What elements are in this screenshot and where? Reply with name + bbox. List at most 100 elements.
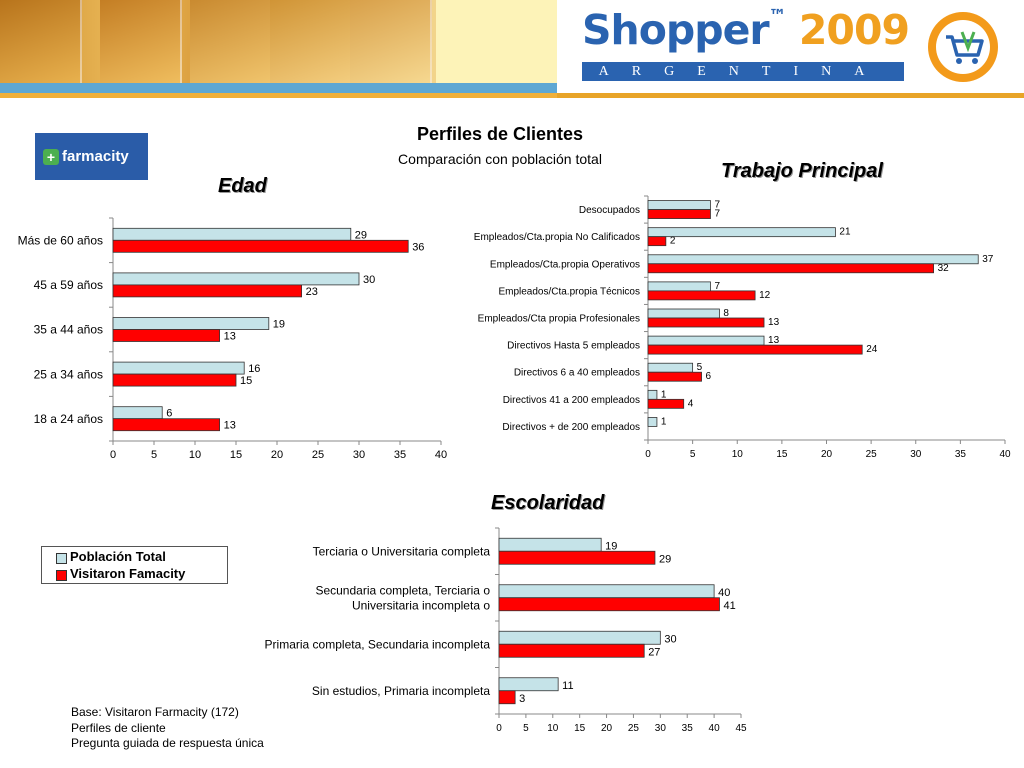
chart-x-tick-label: 35: [682, 723, 694, 734]
chart-title-escolaridad: Escolaridad: [491, 492, 605, 514]
legend-label-total: Población Total: [70, 549, 166, 564]
chart-category-label: Más de 60 años: [18, 234, 103, 248]
chart-data-label: 23: [306, 286, 318, 298]
chart-data-label: 41: [723, 600, 735, 612]
chart-bar: [112, 329, 220, 342]
page-title: Perfiles de Clientes: [416, 124, 584, 144]
chart-x-tick-label: 30: [353, 449, 365, 461]
chart-bar: [498, 537, 602, 552]
chart-x-tick-label: 5: [151, 449, 157, 461]
chart-category-label: Directivos + de 200 empleados: [502, 422, 640, 433]
chart-data-label: 7: [714, 281, 720, 292]
chart-legend: Población Total Visitaron Famacity: [41, 546, 228, 584]
chart-bar: [498, 690, 516, 705]
shopping-cart-icon: [926, 10, 1000, 84]
chart-category-label: Sin estudios, Primaria incompleta: [312, 684, 490, 698]
chart-bar: [112, 272, 360, 286]
note-line: Base: Visitaron Farmacity (172): [71, 705, 239, 719]
chart-data-label: 13: [768, 317, 780, 328]
chart-x-tick-label: 15: [776, 449, 788, 460]
banner-photo-panel: [100, 0, 182, 83]
chart-bar: [647, 290, 756, 301]
header-orange-stripe: [0, 93, 557, 98]
chart-data-label: 40: [718, 587, 730, 599]
chart-bar: [112, 361, 245, 375]
farmacity-logo-text: farmacity: [62, 148, 129, 165]
chart-bar: [647, 200, 711, 210]
chart-category-label: Directivos Hasta 5 empleados: [507, 341, 640, 352]
chart-data-label: 15: [240, 375, 252, 387]
chart-bar: [647, 254, 979, 265]
chart-category-label: Empleados/Cta.propia Técnicos: [498, 286, 640, 297]
chart-bar: [498, 584, 715, 599]
chart-x-tick-label: 0: [645, 449, 651, 460]
chart-x-tick-label: 15: [574, 723, 586, 734]
chart-bar: [112, 227, 352, 241]
chart-data-label: 11: [562, 680, 573, 692]
chart-data-label: 7: [714, 209, 720, 220]
chart-data-label: 8: [723, 308, 729, 319]
chart-x-tick-label: 35: [955, 449, 967, 460]
chart-x-tick-label: 25: [866, 449, 878, 460]
chart-x-tick-label: 15: [230, 449, 242, 461]
legend-item-visit: Visitaron Famacity: [56, 566, 186, 581]
chart-category-label: Universitaria incompleta o: [352, 598, 490, 612]
chart-x-tick-label: 10: [189, 449, 201, 461]
chart-data-label: 21: [839, 227, 851, 238]
brand-tm: ™: [768, 6, 787, 27]
legend-label-visit: Visitaron Famacity: [70, 566, 186, 581]
chart-data-label: 6: [706, 371, 712, 382]
brand-year: 2009: [798, 6, 910, 54]
brand-country: ARGENTINA: [582, 62, 904, 81]
banner-photo-panel: [0, 0, 82, 83]
chart-bar: [647, 308, 720, 319]
chart-data-label: 5: [697, 362, 703, 373]
chart-bar: [647, 398, 685, 409]
chart-bar: [498, 597, 720, 612]
chart-data-label: 29: [659, 553, 671, 565]
chart-bar: [647, 335, 765, 346]
chart-category-label: 18 a 24 años: [34, 412, 103, 426]
chart-x-tick-label: 35: [394, 449, 406, 461]
chart-bar: [647, 227, 836, 238]
chart-category-label: 45 a 59 años: [34, 278, 103, 292]
chart-x-tick-label: 30: [655, 723, 667, 734]
chart-title-edad: Edad: [218, 175, 267, 197]
chart-data-label: 13: [224, 331, 236, 343]
chart-bar: [498, 630, 661, 645]
chart-x-tick-label: 25: [312, 449, 324, 461]
chart-category-label: Desocupados: [579, 205, 640, 216]
chart-bar: [647, 389, 658, 400]
chart-data-label: 32: [938, 263, 950, 274]
farmacity-logo: + farmacity: [35, 133, 148, 180]
chart-x-tick-label: 40: [435, 449, 447, 461]
chart-x-tick-label: 20: [821, 449, 833, 460]
note-line: Pregunta guiada de respuesta única: [71, 736, 264, 750]
chart-bar: [498, 677, 559, 692]
chart-data-label: 4: [688, 398, 694, 409]
chart-bar: [647, 236, 667, 247]
chart-x-tick-label: 40: [709, 723, 721, 734]
base-notes: Base: Visitaron Farmacity (172) Perfiles…: [71, 705, 264, 752]
header-orange-stripe-right: [557, 93, 1024, 98]
header-yellow-panel: [436, 0, 557, 83]
chart-data-label: 30: [363, 274, 375, 286]
page-subtitle: Comparación con población total: [398, 151, 602, 167]
chart-bar: [112, 406, 163, 420]
legend-item-total: Población Total: [56, 549, 166, 564]
chart-bar: [112, 373, 237, 387]
chart-x-tick-label: 5: [523, 723, 529, 734]
chart-category-label: Terciaria o Universitaria completa: [313, 544, 491, 558]
chart-category-label: Secundaria completa, Terciaria o: [315, 583, 490, 597]
chart-data-label: 27: [648, 646, 660, 658]
brand-logo: Shopper™ 2009: [582, 6, 910, 54]
chart-bar: [498, 643, 645, 658]
brand-name: Shopper: [582, 6, 770, 54]
chart-x-tick-label: 40: [999, 449, 1011, 460]
chart-category-label: Empleados/Cta.propia Operativos: [490, 259, 640, 270]
chart-category-label: 25 a 34 años: [34, 367, 103, 381]
chart-data-label: 16: [248, 363, 260, 375]
chart-category-label: Primaria completa, Secundaria incompleta: [265, 637, 491, 651]
chart-data-label: 36: [412, 241, 424, 253]
